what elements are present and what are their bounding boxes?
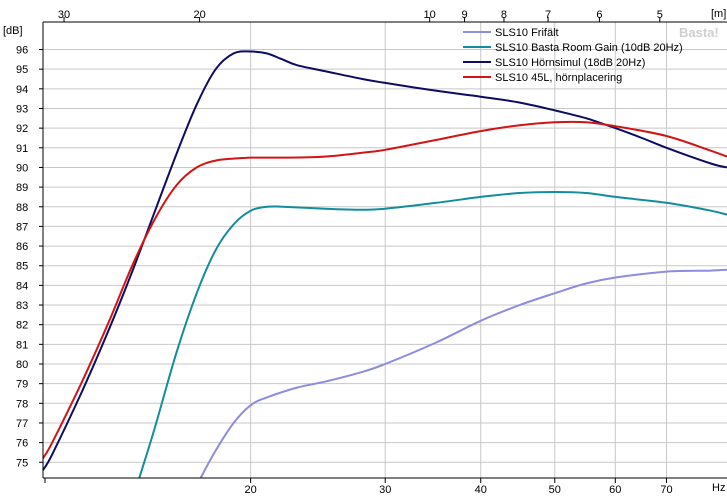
y-tick-label: 77 bbox=[16, 418, 28, 430]
y-axis-unit-label: [dB] bbox=[3, 25, 23, 37]
y-tick-label: 78 bbox=[16, 398, 28, 410]
y-tick-label: 81 bbox=[16, 339, 28, 351]
y-tick-label: 93 bbox=[16, 103, 28, 115]
y-tick-label: 86 bbox=[16, 241, 28, 253]
x-tick-label: 20 bbox=[245, 484, 257, 496]
top-tick-label: 30 bbox=[58, 9, 70, 21]
top-tick-label: 10 bbox=[424, 9, 436, 21]
y-tick-label: 76 bbox=[16, 438, 28, 450]
y-tick-label: 75 bbox=[16, 457, 28, 469]
top-tick-label: 9 bbox=[461, 9, 467, 21]
chart-legend: SLS10 Frifält SLS10 Basta Room Gain (10dB… bbox=[463, 27, 683, 84]
y-tick-label: 84 bbox=[16, 280, 28, 292]
x-tick-label: 40 bbox=[475, 484, 487, 496]
y-tick-label: 89 bbox=[16, 182, 28, 194]
x-tick-label: 60 bbox=[609, 484, 621, 496]
top-axis-unit-label: [m] bbox=[711, 8, 726, 20]
y-tick-label: 90 bbox=[16, 162, 28, 174]
chart-series bbox=[42, 50, 727, 479]
series-line bbox=[138, 191, 727, 479]
legend-label: SLS10 Hörnsimul (18dB 20Hz) bbox=[495, 57, 645, 69]
x-tick-label: 50 bbox=[549, 484, 561, 496]
chart-labels: 7576777879808182838485868788899091929394… bbox=[16, 9, 673, 496]
legend-label: SLS10 Basta Room Gain (10dB 20Hz) bbox=[495, 42, 683, 54]
legend-label: SLS10 45L, hörnplacering bbox=[495, 72, 622, 84]
y-tick-label: 80 bbox=[16, 359, 28, 371]
y-tick-label: 82 bbox=[16, 320, 28, 332]
chart-axes bbox=[39, 17, 727, 483]
x-tick-label: 70 bbox=[660, 484, 672, 496]
legend-label: SLS10 Frifält bbox=[495, 27, 559, 39]
y-tick-label: 87 bbox=[16, 221, 28, 233]
x-tick-label: 30 bbox=[379, 484, 391, 496]
y-tick-label: 94 bbox=[16, 84, 28, 96]
top-tick-label: 8 bbox=[501, 9, 507, 21]
y-tick-label: 96 bbox=[16, 45, 28, 57]
y-tick-label: 95 bbox=[16, 64, 28, 76]
y-tick-label: 91 bbox=[16, 143, 28, 155]
y-tick-label: 79 bbox=[16, 379, 28, 391]
x-axis-unit-label: Hz bbox=[712, 482, 725, 494]
y-tick-label: 83 bbox=[16, 300, 28, 312]
y-tick-label: 85 bbox=[16, 261, 28, 273]
y-tick-label: 92 bbox=[16, 123, 28, 135]
top-tick-label: 7 bbox=[545, 9, 551, 21]
series-line bbox=[42, 120, 727, 459]
top-tick-label: 6 bbox=[596, 9, 602, 21]
top-tick-label: 5 bbox=[657, 9, 663, 21]
basta-watermark: Basta! bbox=[679, 25, 719, 40]
top-tick-label: 20 bbox=[193, 9, 205, 21]
series-line bbox=[199, 268, 727, 479]
y-tick-label: 88 bbox=[16, 202, 28, 214]
